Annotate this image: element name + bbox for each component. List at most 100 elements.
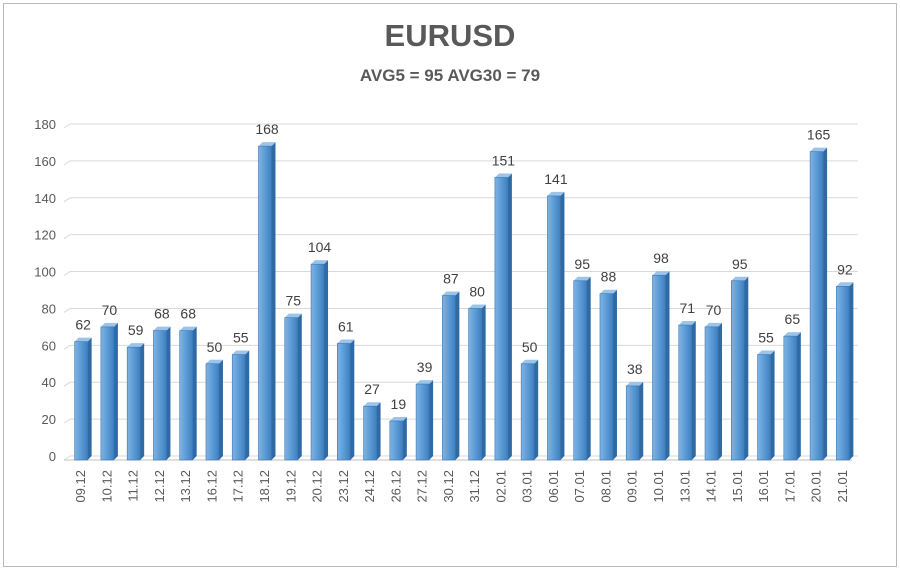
x-tick-label: 06.01: [546, 470, 561, 503]
bar-top: [836, 282, 854, 287]
bar-side: [691, 321, 696, 460]
data-label: 55: [758, 330, 774, 346]
data-label: 70: [706, 302, 722, 318]
data-label: 19: [391, 396, 407, 412]
data-label: 95: [732, 256, 748, 272]
bar-top: [599, 289, 617, 294]
x-tick-label: 30.12: [441, 470, 456, 503]
data-label: 68: [154, 306, 170, 322]
y-tick-label: 0: [49, 449, 56, 464]
gridline-tick: [63, 455, 71, 461]
bar-top: [74, 337, 92, 342]
data-label: 70: [102, 302, 118, 318]
gridline-tick: [63, 418, 71, 424]
bar-top: [783, 332, 801, 337]
x-tick-label: 13.01: [677, 470, 692, 503]
bar-top: [468, 304, 486, 309]
bar-top: [153, 326, 171, 331]
bar: [100, 326, 115, 461]
data-label: 27: [364, 381, 380, 397]
data-label: 65: [785, 311, 801, 327]
data-label: 141: [544, 171, 568, 187]
y-tick-label: 20: [42, 412, 56, 427]
bar-side: [612, 289, 617, 460]
bar-top: [757, 350, 775, 355]
x-tick-label: 19.12: [283, 470, 298, 503]
bar-top: [232, 350, 250, 355]
bar: [809, 151, 824, 461]
bar-top: [521, 359, 539, 364]
x-tick-label: 31.12: [467, 470, 482, 503]
data-label: 39: [417, 359, 433, 375]
data-label: 50: [522, 339, 538, 355]
bar: [520, 363, 535, 461]
x-tick-label: 21.01: [835, 470, 850, 503]
bar: [153, 330, 167, 461]
data-label: 95: [574, 256, 590, 272]
data-label: 87: [443, 271, 459, 287]
bar: [389, 420, 404, 461]
bar: [573, 280, 588, 461]
y-tick-label: 140: [34, 191, 56, 206]
x-tick-label: 23.12: [336, 470, 351, 503]
bar-top: [731, 276, 749, 281]
bar: [547, 195, 561, 461]
data-label: 59: [128, 322, 144, 338]
y-tick-label: 80: [42, 301, 56, 316]
bar: [836, 286, 850, 461]
bar-top: [337, 339, 355, 344]
x-tick-label: 15.01: [730, 470, 745, 503]
x-tick-label: 20.12: [310, 470, 325, 503]
data-label: 88: [601, 269, 617, 285]
x-tick-label: 03.01: [520, 470, 535, 503]
bar: [415, 383, 430, 461]
bar-side: [376, 402, 381, 460]
data-label: 50: [207, 339, 223, 355]
data-label: 98: [653, 250, 669, 266]
bar: [284, 317, 299, 461]
bar-side: [823, 147, 828, 460]
gridline-tick: [63, 271, 71, 276]
bar-top: [205, 359, 223, 364]
bar-top: [363, 402, 381, 407]
data-label: 165: [807, 127, 831, 143]
bar-side: [455, 291, 460, 460]
bar: [783, 335, 798, 461]
y-tick-label: 180: [34, 117, 56, 132]
y-tick-label: 160: [34, 154, 56, 169]
gridline-tick: [63, 381, 71, 387]
bar: [468, 308, 482, 461]
bar-top: [127, 343, 145, 348]
bar-side: [744, 276, 749, 460]
data-label: 71: [679, 300, 695, 316]
bar: [704, 326, 719, 461]
x-tick-label: 02.01: [493, 470, 508, 503]
x-tick-label: 16.12: [204, 470, 219, 503]
x-tick-label: 10.01: [651, 470, 666, 503]
gridline-tick: [63, 344, 71, 350]
bar-side: [481, 304, 486, 460]
bar-side: [560, 191, 565, 460]
bar-top: [547, 191, 565, 196]
bar-top: [100, 322, 118, 327]
x-tick-label: 09.12: [73, 470, 88, 503]
bar-side: [718, 322, 723, 460]
bar: [310, 263, 325, 461]
bar-side: [87, 337, 92, 460]
data-label: 151: [492, 152, 516, 168]
x-tick-label: 17.12: [231, 470, 246, 503]
bar-top: [678, 321, 696, 326]
bar-top: [284, 313, 302, 318]
bar-top: [573, 276, 591, 281]
bar-side: [140, 343, 145, 460]
gridline-tick: [63, 234, 71, 240]
bar-side: [586, 276, 591, 460]
bar-top: [179, 326, 197, 331]
bar: [126, 346, 141, 461]
y-tick-label: 100: [34, 265, 56, 280]
bar-side: [297, 313, 302, 460]
bar-top: [652, 271, 670, 276]
data-label: 68: [180, 306, 196, 322]
bar-top: [258, 142, 276, 147]
